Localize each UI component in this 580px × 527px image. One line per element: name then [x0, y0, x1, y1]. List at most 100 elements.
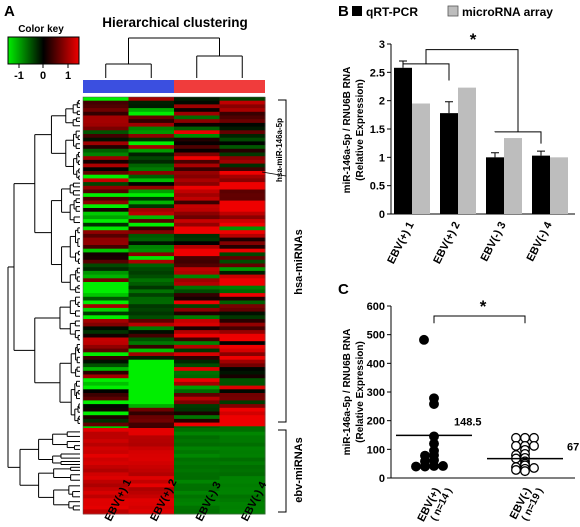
heatmap-cell: [128, 300, 175, 305]
heatmap-cell: [128, 442, 175, 447]
heatmap-cell: [83, 468, 129, 473]
heatmap-cell: [174, 111, 220, 116]
heatmap-cell: [83, 233, 129, 238]
heatmap-cell: [83, 185, 129, 190]
heatmap-cell: [128, 311, 175, 316]
heatmap-cell: [128, 363, 175, 368]
heatmap-cell: [219, 385, 266, 390]
scatter-point: [511, 432, 521, 443]
heatmap-cell: [128, 422, 175, 427]
bar-qrtpcr: [440, 113, 458, 214]
highlight-pointer: [261, 171, 287, 177]
heatmap-cell: [128, 326, 175, 331]
heatmap-cell: [219, 344, 266, 349]
heatmap-cell: [83, 178, 129, 183]
heatmap-cell: [83, 122, 129, 127]
scatter-point: [419, 334, 429, 345]
heatmap-cell: [83, 256, 129, 261]
heatmap-cell: [128, 241, 175, 246]
heatmap-cell: [128, 100, 175, 105]
heatmap-frame: [82, 96, 266, 515]
bar-microarray: [458, 87, 476, 214]
heatmap-cell: [174, 411, 220, 416]
heatmap-cell: [128, 374, 175, 379]
heatmap-cell: [128, 178, 175, 183]
heatmap-cell: [83, 428, 129, 433]
legend-swatch-qrtpcr: [352, 6, 362, 16]
heatmap-cell: [174, 319, 220, 324]
heatmap-cell: [219, 341, 266, 346]
heatmap-cell: [128, 200, 175, 205]
heatmap-cell: [174, 259, 220, 264]
heatmap-cell: [83, 200, 129, 205]
bar-ylabel-line2: (Relative Expression): [355, 79, 366, 181]
heatmap-cell: [174, 163, 220, 168]
heatmap-cell: [128, 385, 175, 390]
heatmap-cell: [174, 446, 220, 451]
bar-microarray: [504, 138, 522, 214]
heatmap-cell: [83, 171, 129, 176]
heatmap-cell: [219, 233, 266, 238]
bar-microarray: [412, 103, 430, 214]
heatmap-cell: [219, 111, 266, 116]
heatmap-cell: [219, 431, 266, 436]
heatmap-cell: [83, 204, 129, 209]
heatmap-cell: [128, 341, 175, 346]
heatmap-cell: [128, 111, 175, 116]
column-group-bar-2: [174, 80, 265, 93]
heatmap-cell: [83, 389, 129, 394]
heatmap-cell: [219, 422, 266, 427]
heatmap-cell: [174, 248, 220, 253]
heatmap-cell: [174, 407, 220, 412]
heatmap-cell: [128, 453, 175, 458]
heatmap-cell: [128, 156, 175, 161]
heatmap-cell: [219, 263, 266, 268]
color-key-gradient: [7, 36, 80, 65]
heatmap-cell: [83, 119, 129, 124]
heatmap-cell: [83, 304, 129, 309]
bar-ytick-label: 0.5: [370, 181, 385, 193]
heatmap-cell: [128, 370, 175, 375]
heatmap-cell: [174, 241, 220, 246]
heatmap-cell: [128, 296, 175, 301]
heatmap-cell: [83, 145, 129, 150]
bar-ytick-label: 1: [379, 152, 385, 164]
heatmap-cell: [219, 352, 266, 357]
heatmap-cell: [174, 304, 220, 309]
heatmap-cell: [83, 193, 129, 198]
scatter-point: [529, 432, 539, 443]
heatmap-cell: [128, 122, 175, 127]
heatmap-row-annotations: hsa-miR-146a-5p hsa-miRNAs ebv-miRNAs: [261, 99, 305, 513]
heatmap-cell: [174, 263, 220, 268]
bar-ytick-label: 3: [379, 39, 385, 51]
heatmap-cell: [83, 174, 129, 179]
heatmap-cell: [128, 322, 175, 327]
heatmap-cell: [83, 259, 129, 264]
heatmap-cell: [128, 378, 175, 383]
heatmap-cell: [128, 411, 175, 416]
heatmap-cell: [83, 363, 129, 368]
heatmap-cell: [83, 435, 129, 440]
heatmap-cell: [219, 439, 266, 444]
heatmap-cell: [83, 137, 129, 142]
heatmap-cell: [128, 356, 175, 361]
heatmap-cell: [128, 285, 175, 290]
scatter-ytick-label: 0: [379, 473, 385, 485]
heatmap-cell: [128, 126, 175, 131]
heatmap-cell: [174, 193, 220, 198]
bar-error: [537, 150, 545, 156]
heatmap-cell: [174, 479, 220, 484]
heatmap-cell: [128, 457, 175, 462]
heatmap-cell: [219, 307, 266, 312]
heatmap-cell: [174, 178, 220, 183]
bar-category-label: EBV(-) 3: [479, 220, 509, 264]
heatmap-cell: [219, 219, 266, 224]
heatmap-cell: [174, 237, 220, 242]
heatmap-cell: [83, 490, 129, 495]
heatmap-cell: [83, 245, 129, 250]
heatmap-cell: [219, 435, 266, 440]
heatmap-cell: [128, 461, 175, 466]
heatmap-cell: [174, 494, 220, 499]
heatmap-cell: [219, 222, 266, 227]
heatmap-cell: [128, 431, 175, 436]
